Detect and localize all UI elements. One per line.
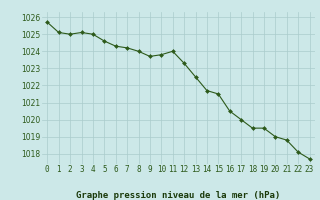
Text: Graphe pression niveau de la mer (hPa): Graphe pression niveau de la mer (hPa)	[76, 191, 281, 200]
